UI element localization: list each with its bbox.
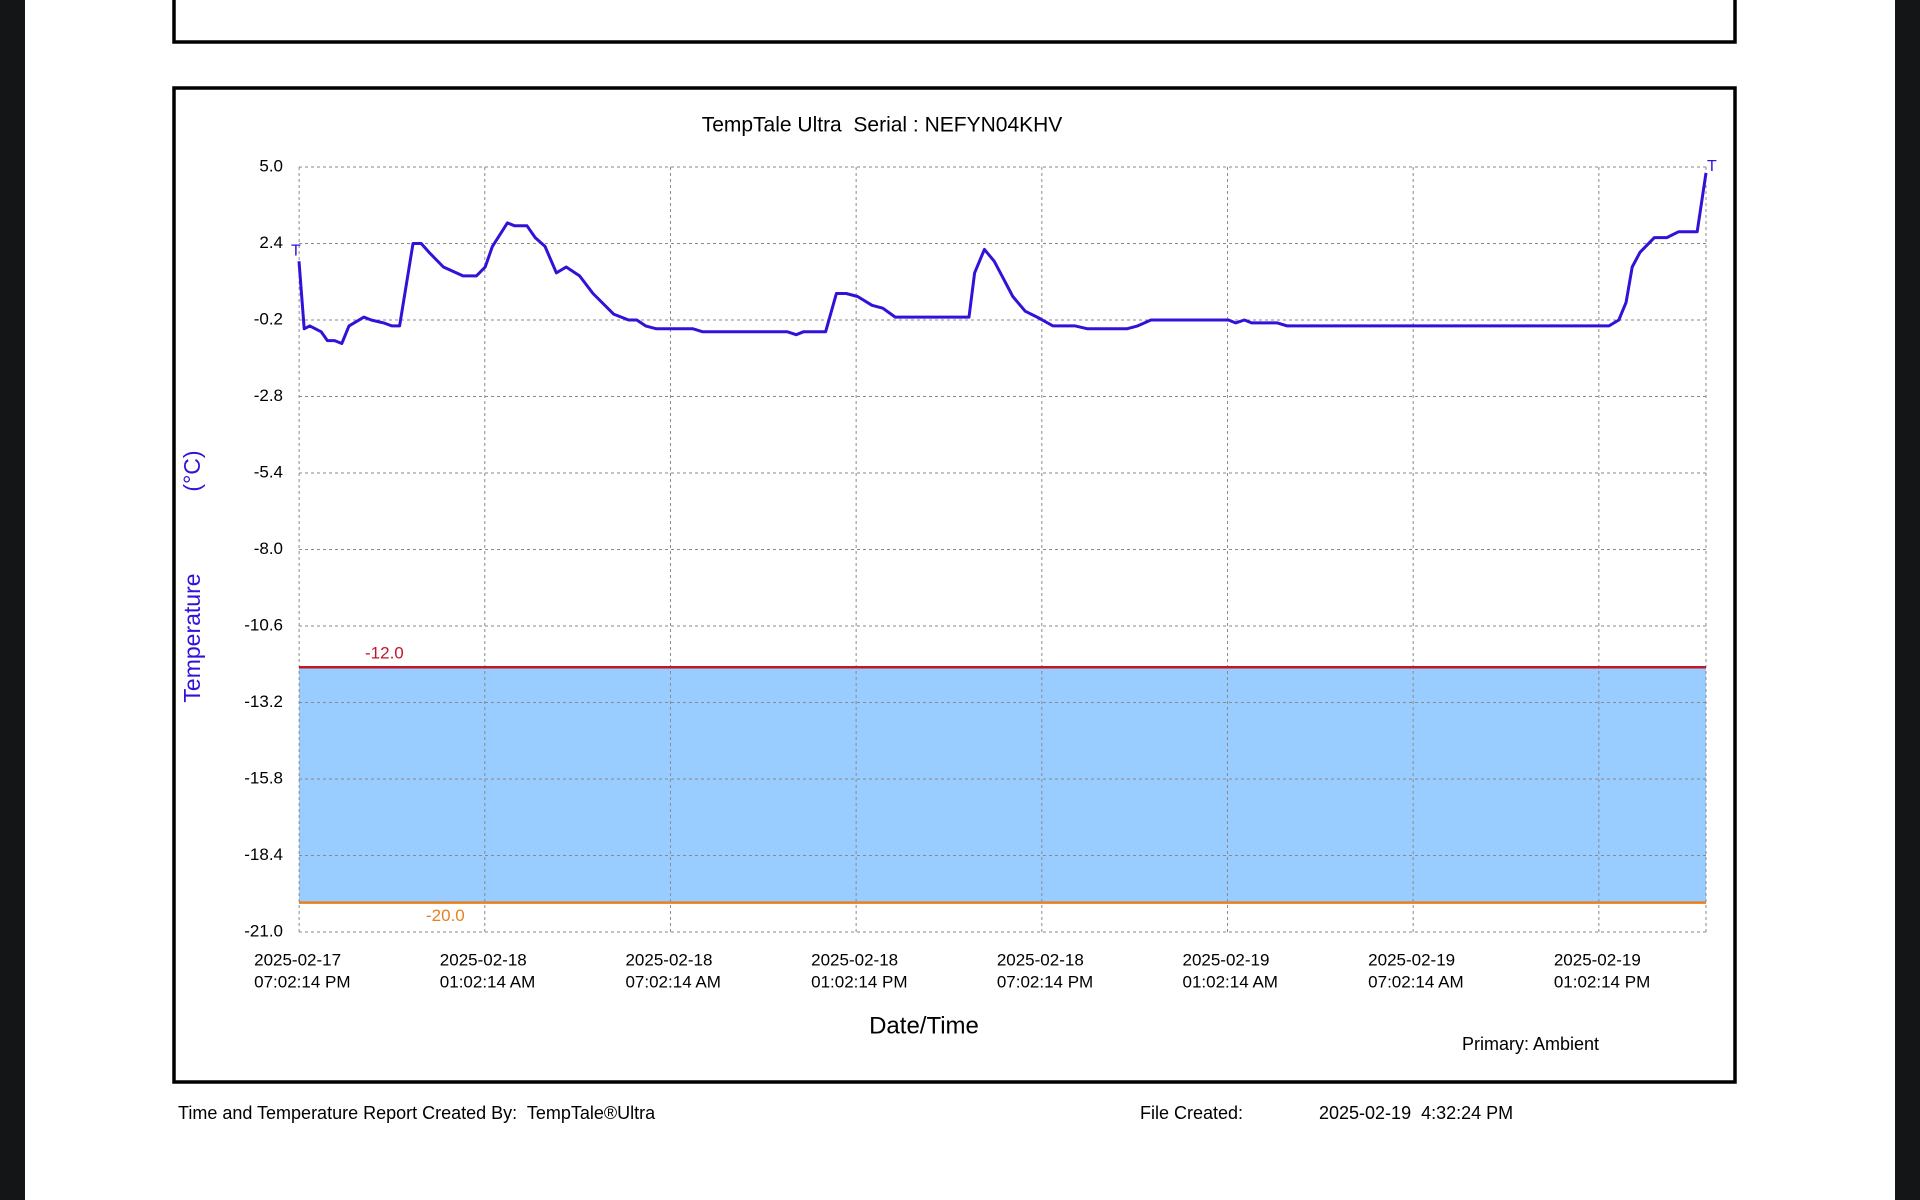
x-tick-label: 2025-02-17 xyxy=(254,950,341,969)
chart-box xyxy=(172,86,1737,1084)
side-bar xyxy=(0,0,25,1200)
x-tick-label: 2025-02-18 xyxy=(811,950,898,969)
y-axis-label: Temperature xyxy=(179,573,205,702)
x-tick-label: 07:02:14 PM xyxy=(997,972,1093,991)
threshold-label: -20.0 xyxy=(426,906,465,925)
y-tick-label: -2.8 xyxy=(254,386,283,405)
x-tick-label: 07:02:14 AM xyxy=(625,972,720,991)
y-tick-label: 5.0 xyxy=(259,156,283,175)
end-marker: T xyxy=(1707,158,1717,175)
y-tick-label: -8.0 xyxy=(254,539,283,558)
footer-created-by: Time and Temperature Report Created By: … xyxy=(178,1103,656,1123)
x-tick-label: 2025-02-19 xyxy=(1554,950,1641,969)
y-tick-label: -21.0 xyxy=(244,921,283,940)
y-tick-label: -15.8 xyxy=(244,768,283,787)
x-tick-label: 2025-02-19 xyxy=(1182,950,1269,969)
y-tick-label: -5.4 xyxy=(254,462,283,481)
x-tick-label: 2025-02-18 xyxy=(440,950,527,969)
x-tick-label: 01:02:14 PM xyxy=(811,972,907,991)
side-bar xyxy=(1895,0,1920,1200)
threshold-band xyxy=(299,667,1706,903)
start-marker: T xyxy=(291,242,301,259)
x-tick-label: 07:02:14 PM xyxy=(254,972,350,991)
x-axis-label: Date/Time xyxy=(869,1012,979,1039)
x-tick-label: 2025-02-19 xyxy=(1368,950,1455,969)
footer-file-created: 2025-02-19 4:32:24 PM xyxy=(1319,1103,1513,1123)
y-tick-label: -0.2 xyxy=(254,309,283,328)
x-tick-label: 01:02:14 AM xyxy=(1182,972,1277,991)
y-tick-label: 2.4 xyxy=(259,233,283,252)
y-axis-unit: (°C) xyxy=(179,450,205,491)
x-tick-label: 07:02:14 AM xyxy=(1368,972,1463,991)
footer-file-created-label: File Created: xyxy=(1140,1103,1243,1123)
y-tick-label: -18.4 xyxy=(244,845,283,864)
y-tick-label: -13.2 xyxy=(244,692,283,711)
chart-title: TempTale Ultra Serial : NEFYN04KHV xyxy=(702,114,1063,137)
x-tick-label: 2025-02-18 xyxy=(625,950,712,969)
temperature-line xyxy=(297,172,1708,345)
x-tick-label: 01:02:14 AM xyxy=(440,972,535,991)
top-box xyxy=(172,0,1737,44)
x-tick-label: 2025-02-18 xyxy=(997,950,1084,969)
y-tick-label: -10.6 xyxy=(244,615,283,634)
note: Primary: Ambient xyxy=(1462,1034,1599,1054)
threshold-label: -12.0 xyxy=(365,644,404,663)
x-tick-label: 01:02:14 PM xyxy=(1554,972,1650,991)
